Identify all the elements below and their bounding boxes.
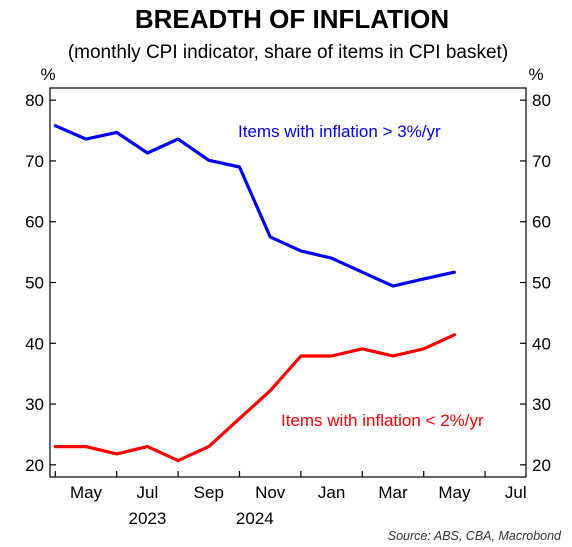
- x-tick-label: Sep: [194, 483, 224, 502]
- y-tick-label-left: 30: [25, 395, 44, 414]
- series-label-above-3: Items with inflation > 3%/yr: [238, 122, 441, 141]
- x-tick-label: Jul: [505, 483, 527, 502]
- chart-title: BREADTH OF INFLATION: [135, 4, 449, 34]
- x-year-label: 2024: [236, 509, 274, 528]
- series-line-0: [53, 124, 456, 288]
- x-tick-label: Nov: [255, 483, 286, 502]
- x-axis: May Jul Sep Nov Jan Mar May Jul 2023 2024: [54, 471, 527, 528]
- x-year-label: 2023: [128, 509, 166, 528]
- y-tick-label-right: 20: [532, 456, 551, 475]
- y-tick-label-left: 40: [25, 334, 44, 353]
- y-unit-right: %: [528, 65, 543, 84]
- y-tick-label-right: 70: [532, 152, 551, 171]
- series-lines: [53, 124, 456, 463]
- x-tick-label: Jan: [318, 483, 345, 502]
- source-note: Source: ABS, CBA, Macrobond: [388, 529, 562, 543]
- y-tick-label-left: 20: [25, 456, 44, 475]
- chart-subtitle: (monthly CPI indicator, share of items i…: [68, 42, 508, 63]
- y-tick-label-right: 60: [532, 213, 551, 232]
- y-axis: 20 20 30 30 40 40 50 50 60 60 70 70 80 80: [25, 91, 551, 475]
- series-label-below-2: Items with inflation < 2%/yr: [281, 411, 484, 430]
- x-tick-label: May: [438, 483, 471, 502]
- y-tick-label-left: 50: [25, 274, 44, 293]
- y-unit-left: %: [40, 65, 55, 84]
- y-tick-label-left: 80: [25, 91, 44, 110]
- y-tick-label-right: 50: [532, 274, 551, 293]
- y-tick-label-left: 70: [25, 152, 44, 171]
- y-tick-label-right: 30: [532, 395, 551, 414]
- x-tick-label: Jul: [137, 483, 159, 502]
- x-tick-label: Mar: [378, 483, 408, 502]
- x-tick-label: May: [70, 483, 103, 502]
- y-tick-label-right: 40: [532, 334, 551, 353]
- y-tick-label-left: 60: [25, 213, 44, 232]
- series-line-1: [53, 333, 456, 463]
- y-tick-label-right: 80: [532, 91, 551, 110]
